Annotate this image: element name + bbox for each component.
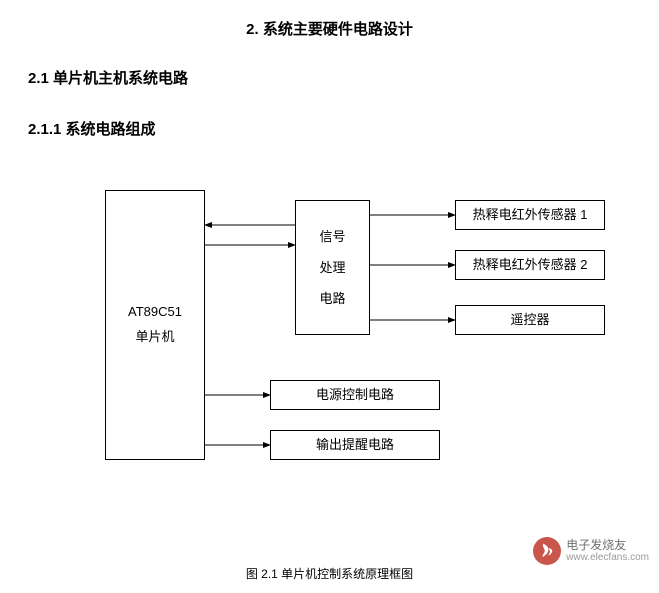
- heading-main: 2. 系统主要硬件电路设计: [0, 0, 659, 39]
- node-power: 电源控制电路: [270, 380, 440, 410]
- node-signal-line2: 处理: [319, 252, 345, 283]
- watermark-cn: 电子发烧友: [566, 539, 649, 552]
- watermark-text: 电子发烧友 www.elecfans.com: [566, 539, 649, 563]
- node-signal-line1: 信号: [319, 221, 345, 252]
- node-mcu-line2: 单片机: [135, 325, 174, 350]
- node-output: 输出提醒电路: [270, 430, 440, 460]
- figure-caption: 图 2.1 单片机控制系统原理框图: [0, 565, 659, 582]
- node-remote: 遥控器: [455, 305, 605, 335]
- node-mcu-line1: AT89C51: [128, 300, 182, 325]
- node-sensor1: 热释电红外传感器 1: [455, 200, 605, 230]
- heading-subsub: 2.1.1 系统电路组成: [0, 88, 659, 139]
- node-mcu: AT89C51 单片机: [105, 190, 205, 460]
- node-signal: 信号 处理 电路: [295, 200, 370, 335]
- block-diagram: AT89C51 单片机 信号 处理 电路 热释电红外传感器 1 热释电红外传感器…: [0, 160, 659, 520]
- watermark-logo-icon: [533, 537, 561, 565]
- watermark: 电子发烧友 www.elecfans.com: [533, 537, 649, 565]
- node-sensor2: 热释电红外传感器 2: [455, 250, 605, 280]
- heading-sub: 2.1 单片机主机系统电路: [0, 39, 659, 88]
- watermark-url: www.elecfans.com: [566, 552, 649, 563]
- node-signal-line3: 电路: [319, 283, 345, 314]
